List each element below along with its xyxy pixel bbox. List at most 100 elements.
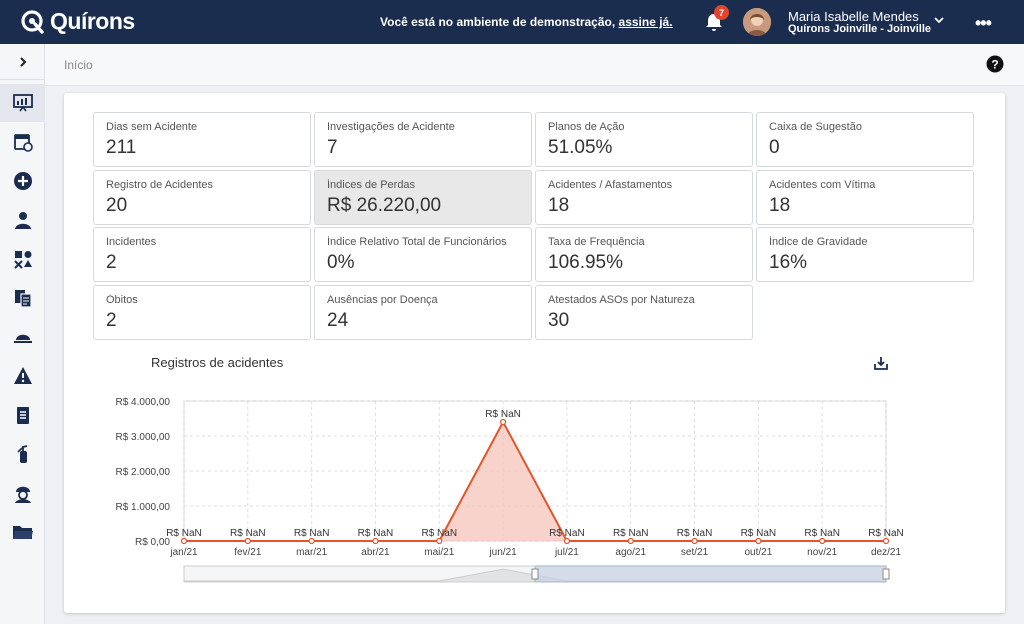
kpi-tile[interactable]: Caixa de Sugestão 0	[756, 112, 974, 167]
data-point	[499, 418, 507, 426]
data-point	[563, 537, 571, 545]
kpi-tile[interactable]: Acidentes / Afastamentos 18	[535, 170, 753, 225]
data-label: R$ NaN	[294, 528, 330, 539]
dashboard-icon	[12, 94, 33, 112]
sidebar-item-users[interactable]	[0, 201, 45, 239]
data-label: R$ NaN	[868, 528, 904, 539]
kpi-tile[interactable]: Índice de Gravidade 16%	[756, 227, 974, 282]
x-tick-label: nov/21	[807, 547, 837, 558]
kpi-tile[interactable]: Incidentes 2	[93, 227, 311, 282]
kpi-tile[interactable]: Acidentes com Vítima 18	[756, 170, 974, 225]
data-point	[882, 537, 890, 545]
kpi-tile-label: Planos de Ação	[548, 121, 625, 133]
data-label: R$ NaN	[230, 528, 266, 539]
chevron-right-icon	[19, 56, 26, 67]
data-label: R$ NaN	[613, 528, 649, 539]
x-tick-label: jun/21	[488, 547, 517, 558]
download-icon[interactable]	[873, 355, 889, 371]
range-selector[interactable]	[534, 565, 887, 583]
subscribe-link[interactable]: assine já.	[618, 15, 673, 29]
sidebar-item-documents[interactable]	[0, 279, 45, 317]
x-tick-label: mar/21	[296, 547, 328, 558]
kpi-tile-value: 18	[548, 195, 570, 216]
kpi-tile-label: Índices de Perdas	[327, 179, 416, 191]
accidents-chart: R$ 0,00 R$ 1.000,00 R$ 2.000,00 R$ 3.000,00…	[116, 397, 904, 583]
kpi-tile-label: Dias sem Acidente	[106, 121, 198, 133]
kpi-tile-label: Óbitos	[106, 294, 138, 306]
data-label: R$ NaN	[485, 409, 521, 420]
x-tick-label: mai/21	[424, 547, 454, 558]
svg-text:?: ?	[991, 58, 998, 72]
top-bar: Quírons Você está no ambiente de demonst…	[0, 0, 1024, 44]
sidebar-item-extinguisher[interactable]	[0, 435, 45, 473]
help-icon[interactable]: ?	[986, 55, 1004, 73]
kpi-tile-label: Caixa de Sugestão	[769, 121, 862, 133]
y-tick-label: R$ 4.000,00	[116, 397, 171, 408]
x-tick-label: jan/21	[169, 547, 198, 558]
kpi-tile-value: 0%	[327, 252, 355, 273]
kpi-tile[interactable]: Dias sem Acidente 211	[93, 112, 311, 167]
range-handle-left[interactable]	[531, 568, 539, 580]
kpi-tile[interactable]: Óbitos 2	[93, 285, 311, 340]
x-tick-label: jul/21	[554, 547, 579, 558]
sidebar-item-folder[interactable]	[0, 513, 45, 551]
data-point	[308, 537, 315, 545]
sidebar-item-safety[interactable]	[0, 474, 45, 512]
sidebar-item-helmet[interactable]	[0, 318, 45, 356]
kpi-tile-value: 2	[106, 252, 117, 273]
brand-name: Quírons	[50, 8, 135, 34]
calendar-icon	[13, 134, 33, 152]
documents-icon	[14, 290, 32, 308]
kpi-tile[interactable]: Ausências por Doença 24	[314, 285, 532, 340]
data-label: R$ NaN	[804, 528, 840, 539]
data-point	[436, 537, 443, 545]
kpi-tile[interactable]: Índices de Perdas R$ 26.220,00	[314, 170, 532, 225]
more-options-icon[interactable]: •••	[975, 13, 992, 33]
sidebar-item-clipboard[interactable]	[0, 396, 45, 434]
breadcrumb[interactable]: Início	[64, 58, 93, 72]
data-point	[755, 537, 762, 545]
avatar[interactable]	[743, 8, 771, 36]
kpi-tile-label: Acidentes com Vítima	[769, 179, 876, 191]
demo-message: Você está no ambiente de demonstração, a…	[380, 15, 673, 29]
safety-person-icon	[14, 486, 31, 503]
data-point	[372, 537, 379, 545]
kpi-tile-value: 24	[327, 310, 349, 331]
kpi-tile-value: 211	[106, 137, 137, 158]
user-name[interactable]: Maria Isabelle Mendes	[788, 9, 919, 24]
kpi-tile[interactable]: Registro de Acidentes 20	[93, 170, 311, 225]
kpi-tile-value: 106.95%	[548, 252, 624, 273]
data-label: R$ NaN	[741, 528, 777, 539]
sidebar-item-shapes[interactable]	[0, 240, 45, 278]
sidebar-item-calendar[interactable]	[0, 123, 45, 161]
kpi-tile-label: Índice de Gravidade	[769, 236, 868, 248]
kpi-tile[interactable]: Atestados ASOs por Natureza 30	[535, 285, 753, 340]
data-label: R$ NaN	[358, 528, 394, 539]
kpi-tile[interactable]: Planos de Ação 51.05%	[535, 112, 753, 167]
folder-icon	[12, 526, 33, 539]
x-tick-label: ago/21	[615, 547, 646, 558]
chevron-down-icon[interactable]	[932, 13, 946, 27]
dashboard-card: Dias sem Acidente 211 Investigações de Aci…	[64, 93, 1005, 613]
kpi-tile-label: Acidentes / Afastamentos	[548, 179, 673, 191]
brand-logo[interactable]: Quírons	[20, 8, 135, 35]
quirons-logo-icon	[21, 9, 44, 34]
sidebar-item-add[interactable]	[0, 162, 45, 200]
series-line	[184, 419, 886, 542]
breadcrumb-bar: Início ?	[45, 44, 1024, 86]
sidebar-toggle-button[interactable]	[0, 44, 45, 80]
kpi-tile[interactable]: Taxa de Frequência 106.95%	[535, 227, 753, 282]
user-company: Quírons Joinville - Joinville	[788, 23, 932, 35]
range-handle-right[interactable]	[882, 568, 890, 580]
sidebar-item-warning[interactable]	[0, 357, 45, 395]
kpi-tile[interactable]: Investigações de Acidente 7	[314, 112, 532, 167]
kpi-tile-label: Índice Relativo Total de Funcionários	[327, 236, 507, 248]
kpi-tile-label: Taxa de Frequência	[548, 236, 645, 248]
data-point	[244, 537, 251, 545]
clipboard-icon	[16, 407, 29, 424]
kpi-tile-value: 7	[327, 137, 338, 158]
fire-extinguisher-icon	[16, 445, 27, 463]
data-point	[819, 537, 826, 545]
kpi-tile[interactable]: Índice Relativo Total de Funcionários 0%	[314, 227, 532, 282]
sidebar-item-dashboard[interactable]	[0, 84, 45, 122]
